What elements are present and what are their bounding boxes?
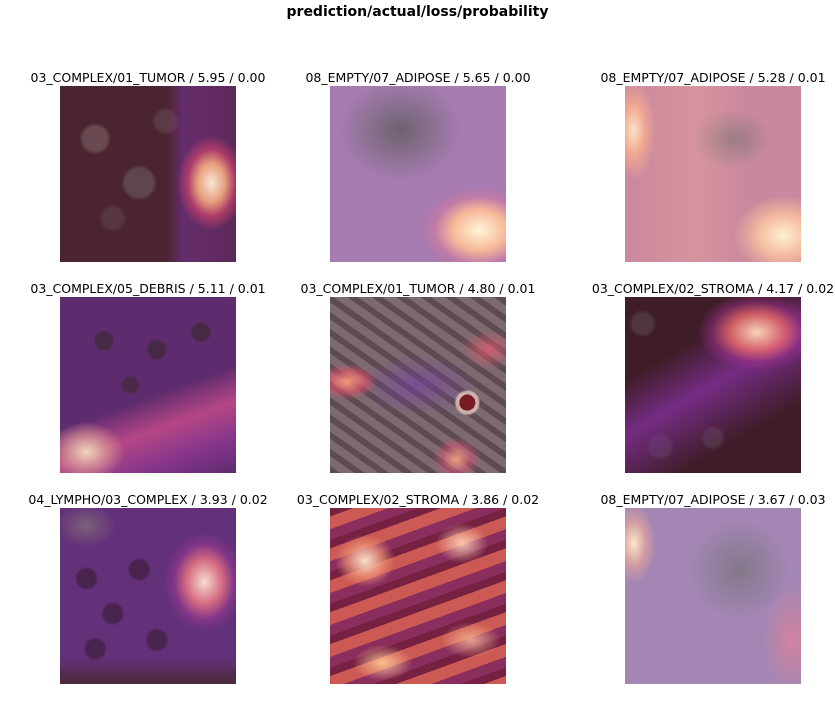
panel-3: 08_EMPTY/07_ADIPOSE / 5.28 / 0.01 [565, 70, 835, 270]
panel-9-title: 08_EMPTY/07_ADIPOSE / 3.67 / 0.03 [600, 492, 826, 507]
panel-7-title: 04_LYMPHO/03_COMPLEX / 3.93 / 0.02 [28, 492, 268, 507]
panel-8: 03_COMPLEX/02_STROMA / 3.86 / 0.02 [270, 492, 566, 692]
panel-4-title: 03_COMPLEX/05_DEBRIS / 5.11 / 0.01 [30, 281, 266, 296]
heatmap-image-3 [625, 86, 801, 262]
heatmap-image-5 [330, 297, 506, 473]
panel-8-title: 03_COMPLEX/02_STROMA / 3.86 / 0.02 [296, 492, 540, 507]
figure-title: prediction/actual/loss/probability [286, 4, 549, 20]
panel-2: 08_EMPTY/07_ADIPOSE / 5.65 / 0.00 [270, 70, 566, 270]
panel-4: 03_COMPLEX/05_DEBRIS / 5.11 / 0.01 [0, 281, 296, 481]
heatmap-image-9 [625, 508, 801, 684]
heatmap-image-1 [60, 86, 236, 262]
heatmap-image-6 [625, 297, 801, 473]
heatmap-image-8 [330, 508, 506, 684]
panel-9: 08_EMPTY/07_ADIPOSE / 3.67 / 0.03 [565, 492, 835, 692]
panel-2-title: 08_EMPTY/07_ADIPOSE / 5.65 / 0.00 [305, 70, 531, 85]
panel-6-title: 03_COMPLEX/02_STROMA / 4.17 / 0.02 [591, 281, 835, 296]
panel-1-title: 03_COMPLEX/01_TUMOR / 5.95 / 0.00 [30, 70, 266, 85]
heatmap-image-7 [60, 508, 236, 684]
panel-3-title: 08_EMPTY/07_ADIPOSE / 5.28 / 0.01 [600, 70, 826, 85]
panel-5-title: 03_COMPLEX/01_TUMOR / 4.80 / 0.01 [300, 281, 536, 296]
heatmap-image-4 [60, 297, 236, 473]
panel-5: 03_COMPLEX/01_TUMOR / 4.80 / 0.01 [270, 281, 566, 481]
panel-1: 03_COMPLEX/01_TUMOR / 5.95 / 0.00 [0, 70, 296, 270]
heatmap-image-2 [330, 86, 506, 262]
panel-6: 03_COMPLEX/02_STROMA / 4.17 / 0.02 [565, 281, 835, 481]
panel-7: 04_LYMPHO/03_COMPLEX / 3.93 / 0.02 [0, 492, 296, 692]
